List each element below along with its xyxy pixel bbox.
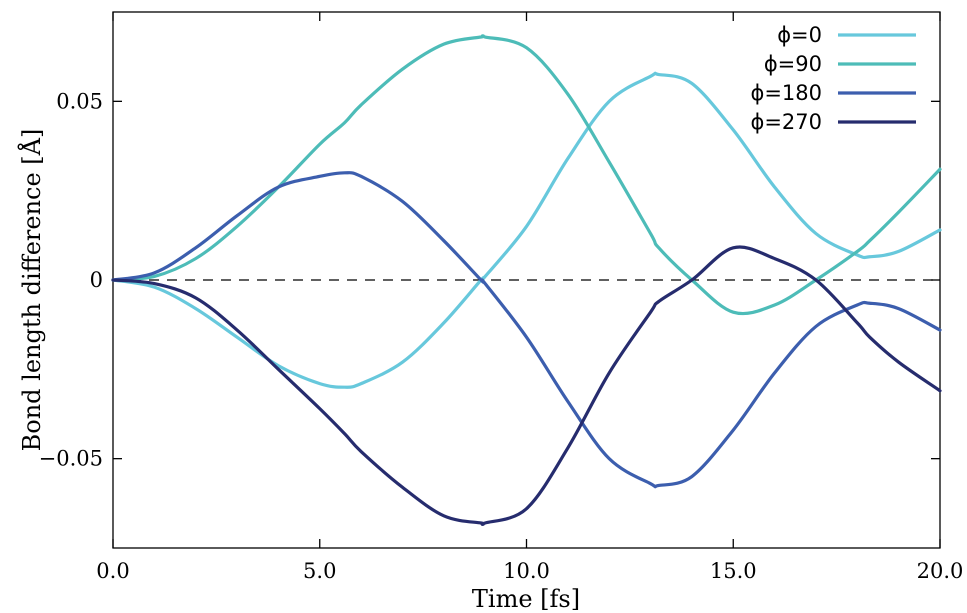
y-tick-label: 0 [90,268,103,292]
series-line-2 [111,171,942,489]
y-tick-label: −0.05 [39,447,103,471]
legend-label-0: ϕ=0 [777,23,822,47]
x-tick-label: 0.0 [96,559,129,583]
x-axis-label: Time [fs] [472,585,580,613]
series-line-1 [111,34,942,316]
legend-label-2: ϕ=180 [750,81,822,105]
x-tick-label: 20.0 [917,559,964,583]
legend: ϕ=0 ϕ=90 ϕ=180 ϕ=270 [750,23,916,134]
series-line-0 [111,71,942,389]
y-axis-label: Bond length difference [Å] [17,129,46,452]
series-line-3 [111,245,942,526]
x-tick-label: 10.0 [503,559,550,583]
x-tick-label: 5.0 [303,559,336,583]
legend-label-3: ϕ=270 [750,110,822,134]
x-tick-label: 15.0 [710,559,757,583]
series-lines [111,34,942,526]
tick-labels: 0.0 5.0 10.0 15.0 20.0 −0.05 0 0.05 [39,89,964,583]
legend-label-1: ϕ=90 [764,52,822,76]
y-tick-label: 0.05 [56,89,103,113]
